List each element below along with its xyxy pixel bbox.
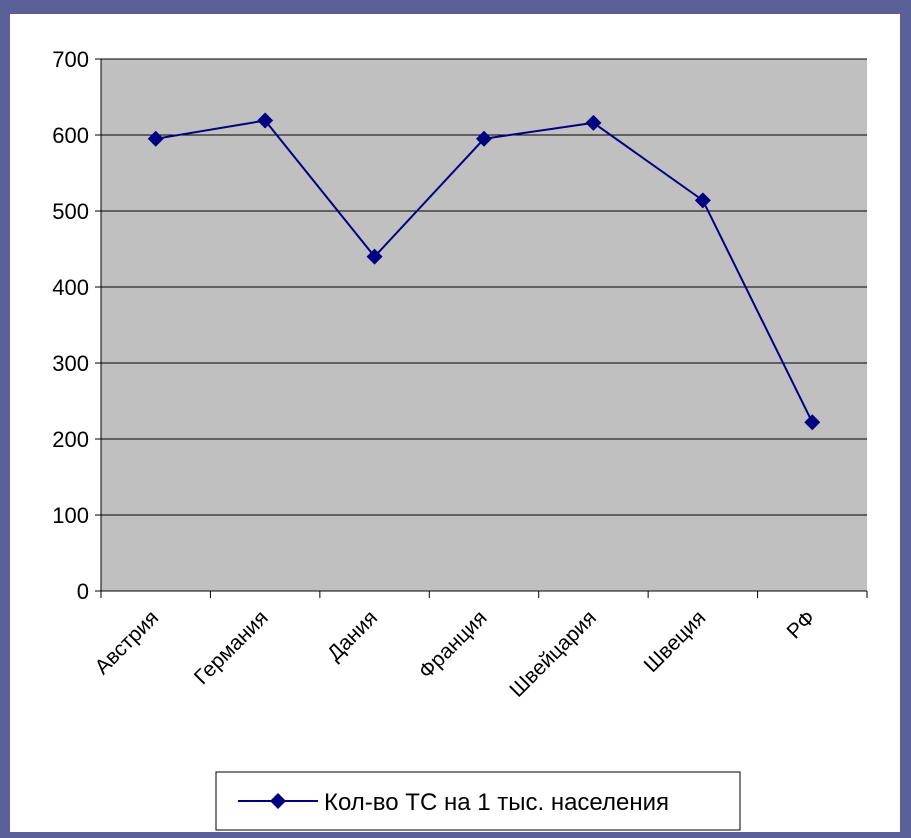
- data-point: [585, 114, 602, 131]
- y-tick-label: 400: [52, 275, 89, 300]
- y-tick-label: 300: [52, 351, 89, 376]
- y-tick-label: 0: [77, 579, 89, 604]
- y-tick-label: 100: [52, 503, 89, 528]
- legend: Кол-во ТС на 1 тыс. населения: [215, 771, 741, 831]
- gridlines: [101, 58, 867, 516]
- y-tick-label: 700: [52, 47, 89, 72]
- y-tick-label: 500: [52, 199, 89, 224]
- data-point: [694, 192, 711, 209]
- legend-marker: [270, 793, 286, 809]
- plot-area: [101, 59, 867, 591]
- data-point: [257, 112, 274, 129]
- y-tick-label: 200: [52, 427, 89, 452]
- series-layer: [147, 112, 821, 431]
- data-point: [147, 130, 164, 147]
- data-point: [366, 248, 383, 265]
- legend-label: Кол-во ТС на 1 тыс. населения: [324, 789, 669, 816]
- data-point: [804, 414, 821, 431]
- data-point: [476, 130, 492, 147]
- y-tick-label: 600: [52, 123, 89, 148]
